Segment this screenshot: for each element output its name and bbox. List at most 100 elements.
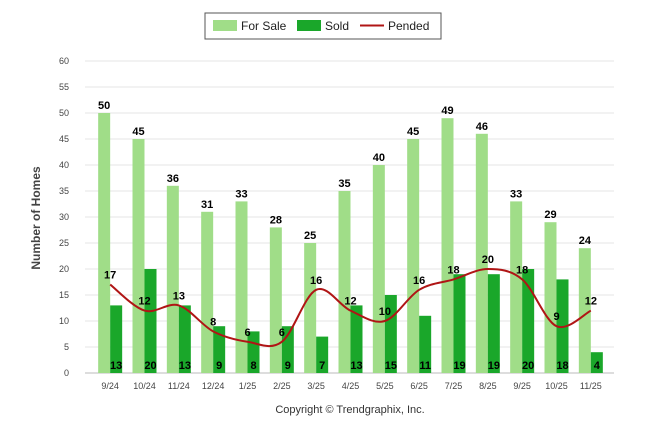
bar-sold [213,326,226,373]
bar-sold [144,269,157,373]
label-pended: 18 [447,264,459,276]
pended-line-group [109,267,592,348]
label-for-sale: 50 [98,100,110,112]
label-sold: 4 [594,360,601,372]
label-sold: 9 [285,360,291,372]
y-tick-label: 20 [59,264,69,274]
y-tick-label: 45 [59,134,69,144]
label-sold: 13 [110,360,122,372]
y-tick-label: 10 [59,316,69,326]
label-for-sale: 28 [270,214,282,226]
x-tick-label: 9/25 [513,381,531,391]
x-tick-label: 2/25 [273,381,291,391]
bar-for-sale [578,248,591,373]
x-tick-label: 10/25 [545,381,568,391]
label-for-sale: 40 [373,152,385,164]
label-sold: 7 [319,360,325,372]
bar-sold [316,336,329,373]
label-pended: 16 [413,275,425,287]
label-pended: 9 [553,311,559,323]
x-tick-label: 12/24 [202,381,225,391]
label-for-sale: 24 [579,235,592,247]
legend-label-pended: Pended [388,19,429,33]
label-pended: 12 [585,296,597,308]
bar-sold [178,305,191,373]
label-for-sale: 33 [235,188,247,200]
y-tick-label: 50 [59,108,69,118]
bar-for-sale [407,139,420,373]
label-for-sale: 36 [167,173,179,185]
label-pended: 6 [279,327,285,339]
bar-sold [419,315,432,373]
x-tick-label: 11/25 [580,381,602,391]
label-for-sale: 45 [407,126,419,138]
x-tick-label: 5/25 [376,381,394,391]
bar-sold [350,305,363,373]
bar-sold [487,274,500,373]
bar-for-sale [372,165,385,373]
label-pended: 6 [244,327,250,339]
bar-sold [590,352,603,373]
legend-swatch-sold [297,20,321,31]
label-sold: 15 [385,360,397,372]
label-pended: 18 [516,264,528,276]
bar-for-sale [201,211,214,373]
y-axis-label: Number of Homes [29,166,43,270]
label-for-sale: 29 [544,209,556,221]
label-sold: 11 [419,360,431,372]
legend-box [204,12,442,40]
pended-line [109,267,592,348]
label-for-sale: 49 [441,105,453,117]
label-sold: 9 [216,360,222,372]
x-tick-label: 10/24 [133,381,156,391]
bar-for-sale [304,243,317,373]
label-pended: 17 [104,270,116,282]
bar-sold [453,274,466,373]
x-tick-label: 3/25 [307,381,325,391]
bar-for-sale [338,191,351,373]
copyright-text: Copyright © Trendgraphix, Inc. [275,404,424,416]
bar-sold [110,305,123,373]
label-sold: 20 [144,360,156,372]
label-for-sale: 35 [338,178,350,190]
label-pended: 20 [482,254,494,266]
y-tick-label: 40 [59,160,69,170]
y-tick-label: 35 [59,186,69,196]
bar-for-sale [235,201,248,373]
legend-label-for-sale: For Sale [241,19,287,33]
y-tick-label: 25 [59,238,69,248]
label-for-sale: 25 [304,230,316,242]
bar-for-sale [166,185,179,373]
label-sold: 13 [350,360,362,372]
label-sold: 19 [453,360,465,372]
x-tick-label: 9/24 [101,381,119,391]
y-ticks: 0 5 10 15 20 25 30 35 40 45 50 55 60 [59,56,69,378]
label-sold: 19 [488,360,500,372]
label-for-sale: 33 [510,188,522,200]
x-tick-label: 1/25 [239,381,257,391]
x-tick-label: 6/25 [410,381,428,391]
y-tick-label: 15 [59,290,69,300]
x-ticks: 9/24 10/24 11/24 12/24 1/25 2/25 3/25 4/25 5/25 6… [101,381,601,391]
bars [98,113,603,373]
data-labels: 5013452036133193382892573513401545114919… [98,100,601,372]
label-for-sale: 45 [132,126,144,138]
x-tick-label: 11/24 [168,381,190,391]
y-tick-label: 60 [59,56,69,66]
label-for-sale: 46 [476,121,488,133]
bar-for-sale [510,201,523,373]
x-tick-label: 8/25 [479,381,497,391]
bar-for-sale [132,139,145,373]
label-pended: 12 [138,296,150,308]
label-sold: 13 [179,360,191,372]
bar-sold [522,269,535,373]
y-tick-label: 5 [64,342,69,352]
bar-for-sale [544,222,557,373]
legend-swatch-for-sale [213,20,237,31]
legend: For Sale Sold Pended [204,12,442,40]
bar-for-sale [269,227,282,373]
x-tick-label: 4/25 [342,381,360,391]
y-tick-label: 30 [59,212,69,222]
label-pended: 8 [210,316,216,328]
